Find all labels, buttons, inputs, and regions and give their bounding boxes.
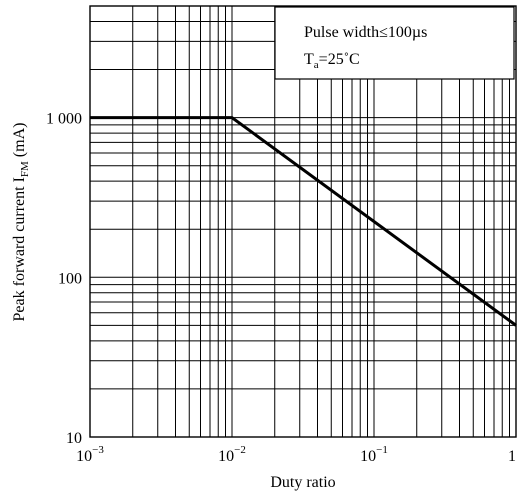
annotation-line-2-sub: a	[314, 59, 319, 71]
annotation-box: Pulse width≤100µs Ta=25˚C	[274, 6, 515, 80]
x-tick-label-exponent: −2	[234, 444, 246, 456]
x-tick-label: 10−3	[76, 444, 104, 465]
y-tick-labels: 10 100 1 000	[46, 111, 82, 447]
x-tick-label-exponent: −3	[92, 444, 104, 456]
x-tick-label-base: 1	[508, 448, 516, 465]
x-tick-label: 1	[508, 448, 516, 465]
y-axis-title-sub: FM	[19, 161, 31, 177]
x-tick-label-exponent: −1	[376, 444, 388, 456]
y-axis-title-main: Peak forward current I	[11, 177, 28, 321]
annotation-background	[274, 6, 515, 80]
x-tick-label: 10−1	[360, 444, 388, 465]
annotation-line-1: Pulse width≤100µs	[304, 24, 427, 41]
y-tick-label: 100	[58, 270, 82, 287]
x-tick-label: 10−2	[218, 444, 246, 465]
x-tick-label-base: 10	[360, 448, 376, 465]
x-axis-title: Duty ratio	[270, 474, 335, 491]
y-tick-label: 1 000	[46, 111, 82, 128]
x-tick-label-base: 10	[76, 448, 92, 465]
series-line-0	[90, 116, 517, 327]
series-layer	[90, 116, 517, 327]
annotation-line-2-main: T	[304, 51, 314, 68]
annotation-line-2-rest: =25˚C	[319, 51, 360, 68]
x-tick-label-base: 10	[218, 448, 234, 465]
annotation-line-2: Ta=25˚C	[304, 51, 360, 71]
y-tick-label: 10	[66, 430, 82, 447]
plot-frame	[89, 5, 517, 438]
y-axis-title-unit: (mA)	[11, 123, 28, 162]
x-tick-labels: 10−3 10−2 10−1 1	[76, 444, 516, 465]
y-axis-title: Peak forward current IFM (mA)	[11, 123, 31, 322]
